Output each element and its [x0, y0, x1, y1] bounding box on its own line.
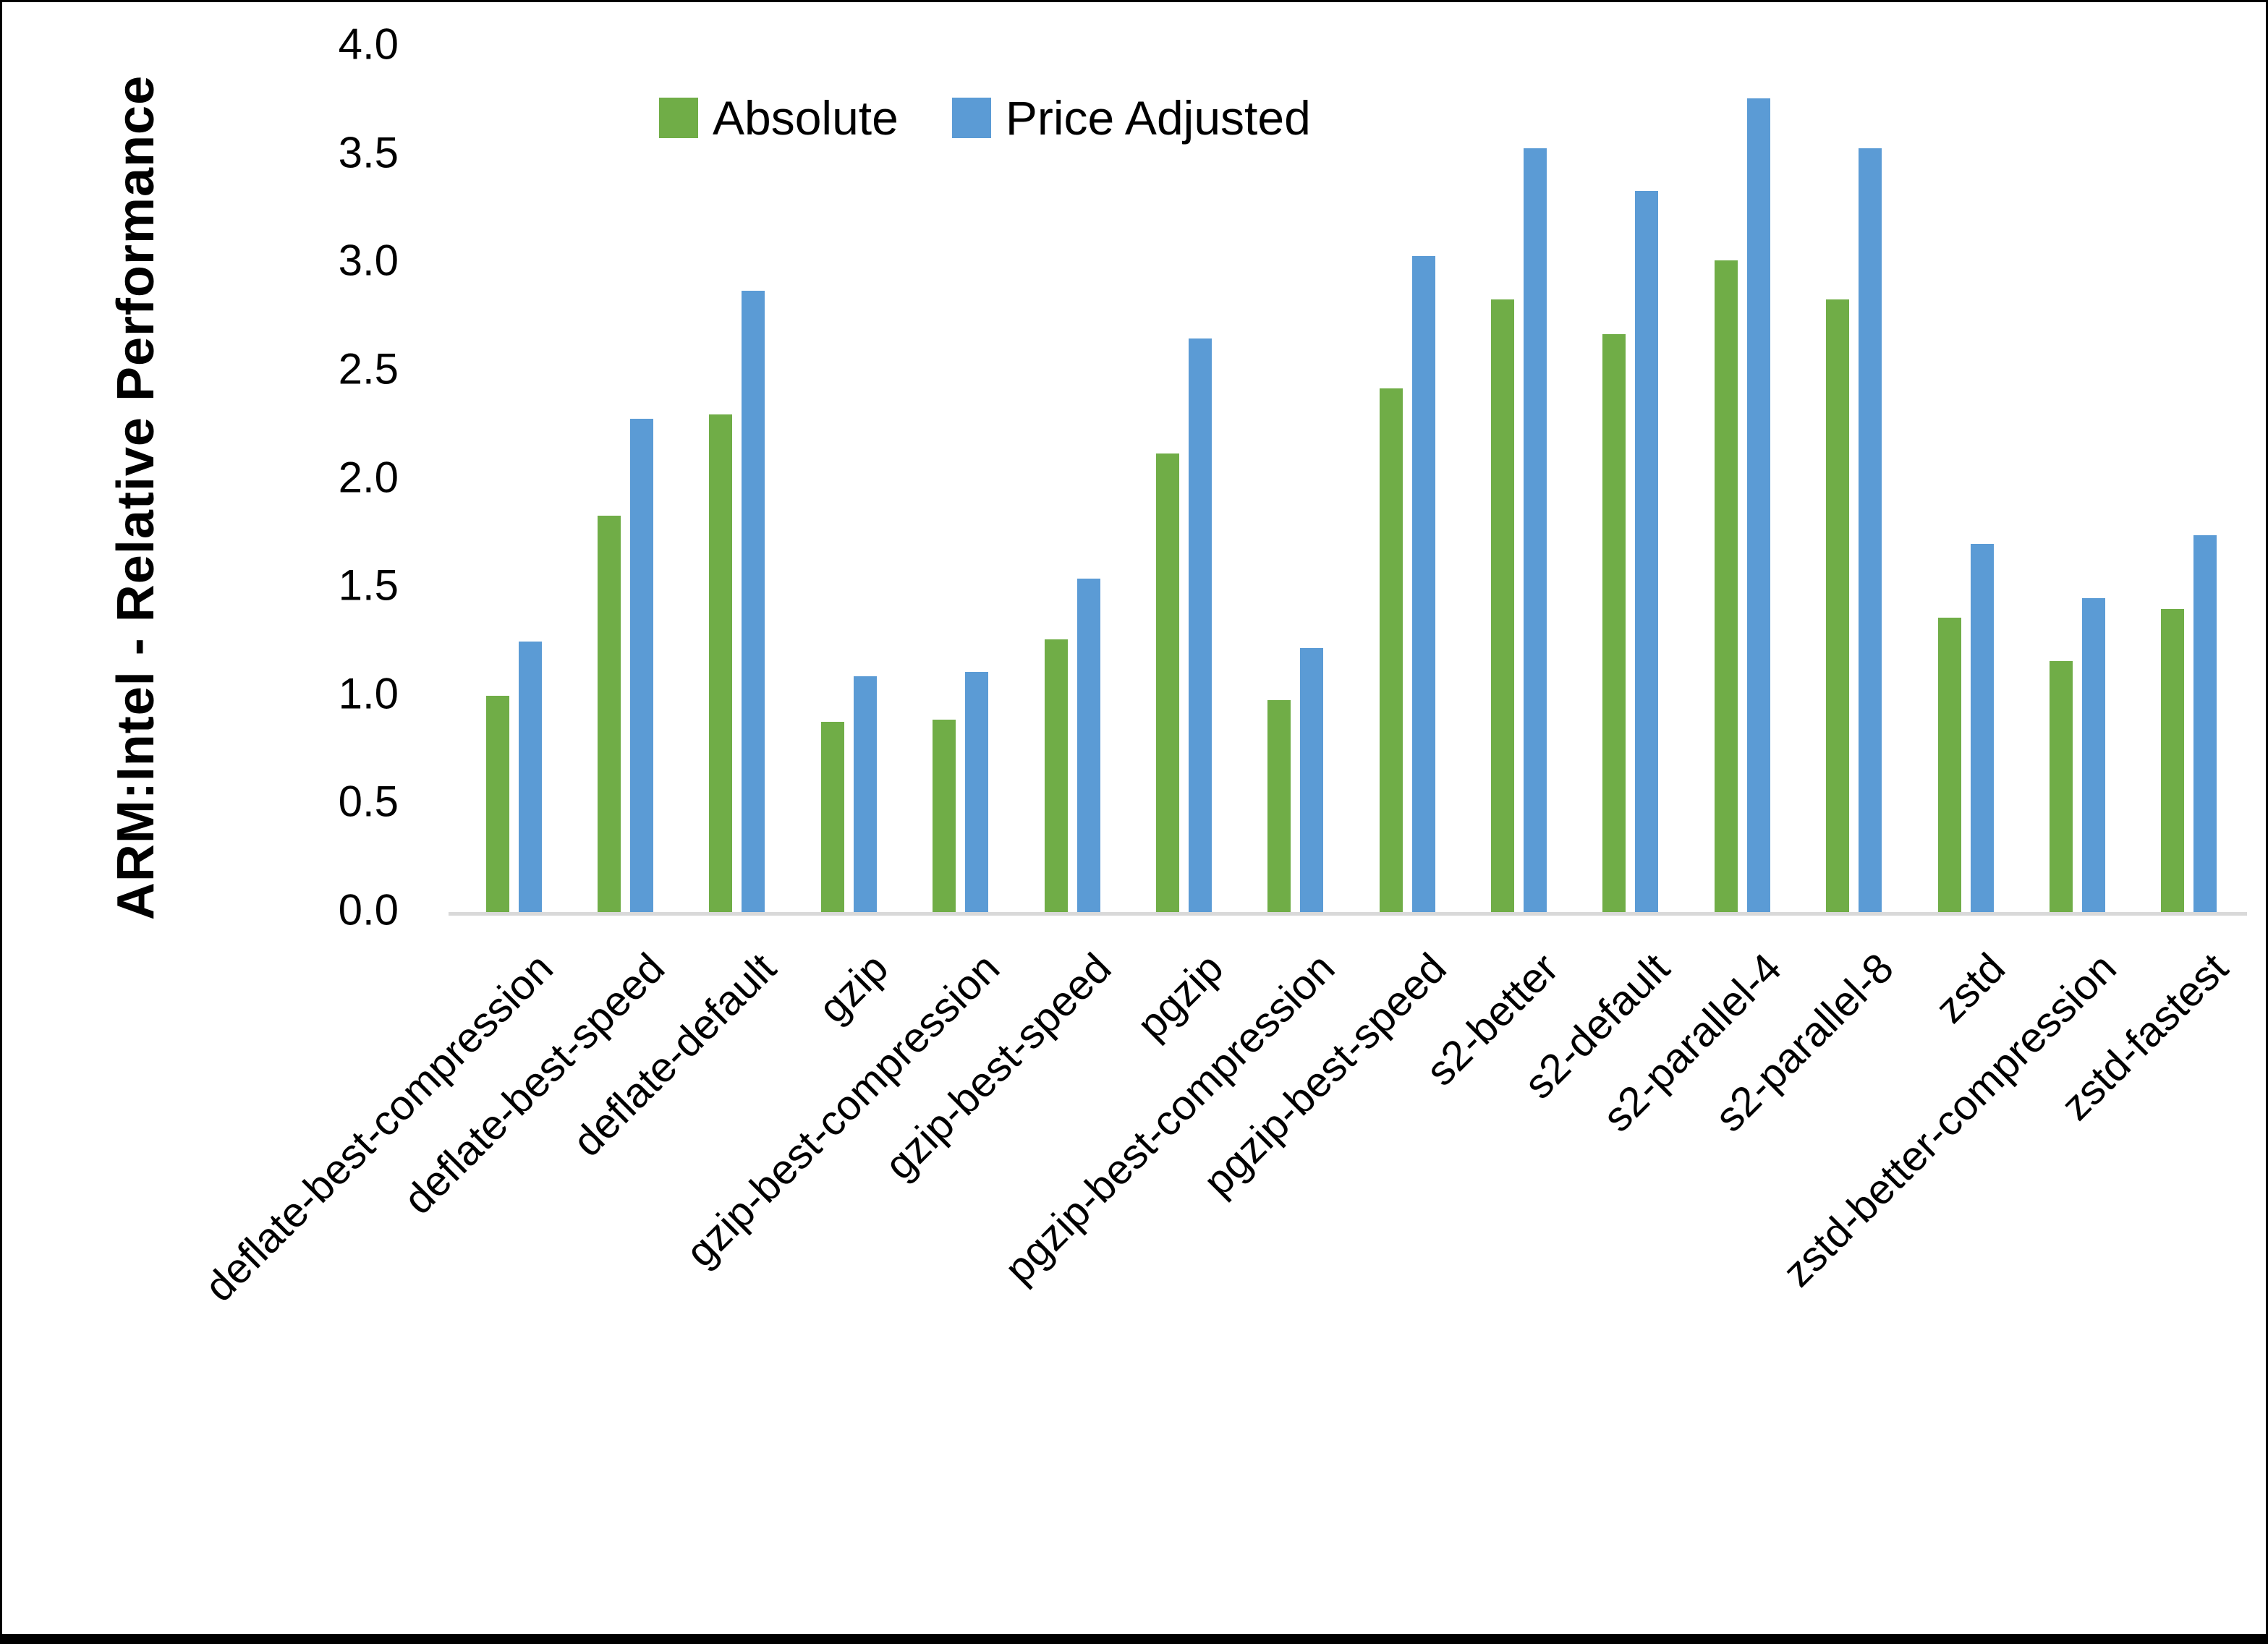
y-tick-label: 3.0: [338, 236, 399, 285]
legend-item: Absolute: [659, 90, 899, 145]
bar-price-adjusted: [965, 671, 989, 912]
y-axis-title: ARM:Intel - Relative Performance: [107, 74, 165, 921]
bar-absolute: [1379, 388, 1403, 912]
bar-absolute: [1044, 639, 1068, 912]
legend-label: Absolute: [713, 91, 899, 145]
y-tick-label: 0.0: [338, 885, 399, 934]
bar-price-adjusted: [853, 676, 877, 912]
bar-absolute: [1602, 334, 1626, 912]
bar-price-adjusted: [630, 418, 654, 912]
y-tick-label: 0.5: [338, 778, 399, 827]
x-axis-line: [449, 912, 2247, 916]
bar-absolute: [2049, 660, 2073, 912]
bar-absolute: [2161, 609, 2185, 912]
y-tick-label: 2.0: [338, 453, 399, 502]
legend-label: Price Adjusted: [1005, 91, 1311, 145]
bar-price-adjusted: [1076, 579, 1100, 912]
y-tick-label: 3.5: [338, 128, 399, 177]
y-tick-label: 2.5: [338, 344, 399, 393]
x-tick-label: zstd: [1926, 944, 2014, 1032]
y-tick-label: 1.5: [338, 561, 399, 610]
bar-price-adjusted: [1524, 148, 1547, 912]
legend: Absolute Price Adjusted: [659, 90, 1311, 145]
bar-absolute: [1714, 260, 1738, 912]
bar-absolute: [709, 414, 733, 912]
bar-price-adjusted: [1746, 98, 1770, 912]
legend-swatch-price-adjusted: [951, 98, 991, 138]
bar-absolute: [1155, 453, 1179, 912]
legend-item: Price Adjusted: [951, 90, 1311, 145]
x-tick-label: pgzip: [1128, 944, 1233, 1049]
bar-absolute: [1937, 618, 1961, 912]
bar-price-adjusted: [2193, 535, 2217, 912]
bar-price-adjusted: [2081, 598, 2105, 912]
bar-absolute: [485, 695, 509, 912]
bar-price-adjusted: [1411, 256, 1435, 912]
bar-price-adjusted: [1970, 544, 1994, 912]
bar-absolute: [933, 719, 956, 912]
x-tick-label: gzip: [809, 944, 897, 1032]
y-tick-label: 1.0: [338, 669, 399, 718]
bar-absolute: [1491, 299, 1515, 912]
bar-absolute: [820, 721, 844, 912]
bar-price-adjusted: [518, 641, 542, 912]
bar-price-adjusted: [1635, 191, 1659, 912]
bar-absolute: [1826, 299, 1850, 912]
bar-price-adjusted: [1188, 338, 1212, 912]
bar-absolute: [598, 516, 621, 912]
bar-price-adjusted: [1300, 647, 1324, 912]
legend-swatch-absolute: [659, 98, 698, 138]
y-tick-label: 4.0: [338, 20, 399, 69]
bar-price-adjusted: [742, 291, 765, 912]
bar-price-adjusted: [1859, 148, 1882, 912]
bar-absolute: [1267, 699, 1291, 912]
